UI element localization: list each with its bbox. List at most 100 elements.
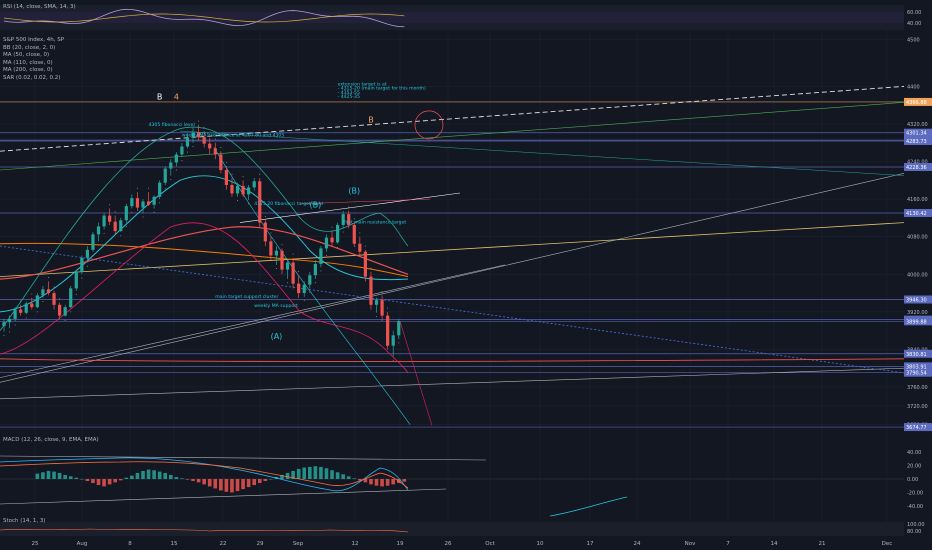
sar-dot [381,291,383,293]
time-tick-label: 17 [587,541,594,547]
macd-pane [0,455,904,517]
grey-trendline [0,172,905,383]
sar-dot [103,232,105,234]
candle-body [102,215,106,227]
macd-bar [341,474,345,479]
sar-dot [281,244,283,246]
macd-bar [180,478,184,479]
chart-note: weekly MA1 resistance at 4267.80 and 430… [182,133,284,139]
candle-body [119,220,123,232]
sar-dot [248,203,250,205]
price-label-box [904,128,932,137]
candle-body [397,321,401,336]
sar-dot [153,211,155,213]
sar-dot [70,311,72,313]
macd-bar [391,479,395,485]
sar-dot [120,235,122,237]
sar-dot [64,319,66,321]
price-label-box [904,295,932,304]
macd-bar [324,468,329,479]
macd-tick-label: 20.00 [907,464,921,470]
candle-body [380,300,384,316]
macd-tick-label: -40.00 [907,504,923,510]
chart-note: - 4353-55 [338,90,360,96]
price-label: 4130.42 [906,211,927,217]
wave-label: (A) [271,332,283,341]
macd-bar [252,479,256,486]
candle-body [285,262,290,270]
candle-body [7,318,12,323]
stoch-pane [0,522,904,536]
candle-body [330,237,334,243]
macd-bar [135,472,140,479]
candle-body [297,283,301,294]
price-tick-label: 4500 [907,37,920,43]
macd-bar [302,467,307,479]
rsi-pane [0,5,904,30]
stoch-legend: Stoch (14, 1, 3) [3,518,46,524]
macd-tick-label: 40.00 [907,450,921,456]
candle-body [163,168,167,183]
time-tick-label: 7 [726,541,730,547]
macd-bar [152,470,156,479]
macd-tick-label: -20.00 [907,490,923,496]
candle-body [46,289,51,294]
candle-body [41,289,45,296]
macd-bar [246,479,251,488]
candle-body [263,222,267,242]
sar-dot [81,277,83,279]
target-circle [414,110,444,140]
sar-dot [125,225,127,227]
price-label-box [904,423,932,432]
price-label: 3830.81 [906,352,927,358]
chart-note: main target support cluster [215,294,278,300]
wave-label: (B) [309,201,321,210]
stoch-tick-label: 80.00 [907,529,921,535]
price-tick-label: 4000.00 [907,272,928,278]
wave-label: (B) [348,186,360,195]
sar-dot [225,161,227,163]
candle-body [158,182,162,197]
macd-bar [80,479,84,480]
price-label: 3803.91 [906,364,927,370]
sar-dot [314,282,316,284]
sar-dot [398,342,400,344]
time-tick-label: Nov [685,541,696,547]
sar-dot [203,126,205,128]
macd-bar [352,478,357,479]
sar-dot [47,277,49,279]
candle-body [308,275,312,285]
time-tick-label: 14 [771,541,778,547]
chart-title: S&P 500 Index, 4h, SP [3,37,65,43]
macd-bar [224,479,229,492]
candle-body [169,162,173,169]
sar-dot [259,173,261,175]
wave-label: B [157,93,163,102]
macd-bar [174,476,179,479]
macd-lower-trendline [0,488,447,505]
sar-dot [42,301,44,303]
candle-body [52,293,56,305]
sar-dot [237,200,239,202]
time-tick-label: 22 [220,541,227,547]
macd-bar [385,479,390,486]
sar-dot [159,202,161,204]
time-tick-label: 24 [634,541,641,547]
macd-projection [549,496,628,517]
macd-bar [141,470,145,479]
candle-body [185,138,190,147]
macd-bar [46,470,51,479]
macd-bar [230,479,234,493]
macd-bar [52,471,56,479]
candle-body [141,201,145,208]
macd-bar [313,466,318,479]
candle-body [291,262,295,284]
macd-bar [330,470,334,479]
sar-dot [175,169,177,171]
price-tick-label: 4080.00 [907,235,928,241]
macd-bar [191,479,195,482]
candle-body [91,234,95,250]
sar-dot [253,193,255,195]
